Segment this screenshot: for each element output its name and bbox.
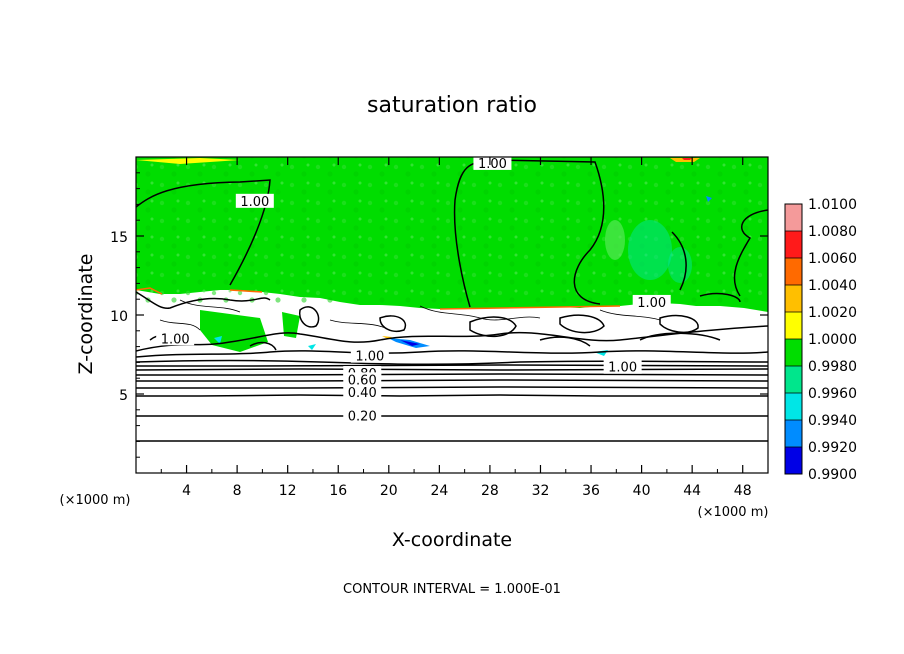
x-tick-label: 24 [430, 483, 448, 499]
colorbar-swatch [785, 366, 802, 393]
contour-interval-note: CONTOUR INTERVAL = 1.000E-01 [343, 582, 561, 597]
y-tick-label: 15 [110, 230, 128, 246]
x-tick-label: 32 [532, 483, 550, 499]
contour-label-background [473, 155, 512, 170]
contour-label: 1.00 [240, 195, 269, 210]
colorbar-swatch [785, 312, 802, 339]
y-axis-label: Z-coordinate [75, 254, 97, 375]
colorbar-swatch [785, 393, 802, 420]
contour-label-background [350, 348, 389, 363]
x-tick-label: 12 [279, 483, 297, 499]
x-tick-label: 4 [182, 483, 191, 499]
colorbar-level-label: 1.0060 [808, 251, 857, 267]
x-tick-label: 36 [582, 483, 600, 499]
contour-label: 1.00 [637, 296, 666, 311]
y-tick-label: 10 [110, 309, 128, 325]
x-tick-label: 16 [329, 483, 347, 499]
colorbar: 1.0100 1.0080 1.0060 1.0040 1.0020 1.0000 0.99… [784, 197, 857, 483]
y-axis: 5 10 15 [110, 172, 768, 458]
contour-label-background [632, 294, 671, 309]
colorbar-level-label: 1.0020 [808, 305, 857, 321]
contour-label-background [343, 372, 382, 387]
contour-label-background [156, 331, 195, 346]
x-unit-label-left: (×1000 m) [60, 493, 131, 508]
colorbar-level-label: 0.9920 [808, 440, 857, 456]
colorbar-swatch [785, 285, 802, 312]
contour-label: 1.00 [608, 361, 637, 376]
contour-lines [136, 159, 768, 442]
x-unit-label-right: (×1000 m) [698, 505, 769, 520]
colorbar-level-label: 0.9980 [808, 359, 857, 375]
contour-label-background [343, 408, 382, 423]
colorbar-swatch [785, 231, 802, 258]
colorbar-swatch [785, 447, 802, 474]
contour-label-background [343, 385, 382, 399]
colorbar-level-label: 0.9960 [808, 386, 857, 402]
colorbar-level-label: 0.9940 [808, 413, 857, 429]
colorbar-level-label: 1.0040 [808, 278, 857, 294]
colorbar-swatch [785, 420, 802, 447]
colorbar-swatch [785, 258, 802, 285]
contour-labels: 1.001.001.001.001.001.000.800.600.400.20 [156, 155, 671, 425]
contour-label: 0.60 [348, 373, 377, 388]
x-tick-label: 20 [380, 483, 398, 499]
colorbar-swatch [785, 339, 802, 366]
x-tick-label: 44 [683, 483, 701, 499]
colorbar-level-label: 1.0080 [808, 224, 857, 240]
contour-lines-fine [159, 299, 661, 331]
saturation-field [136, 157, 768, 473]
x-tick-label: 40 [633, 483, 651, 499]
contour-label: 0.40 [348, 386, 377, 401]
contour-label: 1.00 [478, 157, 507, 172]
contour-label-background [603, 359, 642, 374]
contour-label-background [235, 193, 274, 208]
x-axis-label: X-coordinate [392, 529, 512, 551]
colorbar-swatch [785, 204, 802, 231]
contour-label: 0.20 [348, 410, 377, 425]
chart-title: saturation ratio [367, 93, 537, 118]
contour-label: 1.00 [355, 350, 384, 365]
y-tick-label: 5 [119, 388, 128, 404]
x-tick-label: 8 [233, 483, 242, 499]
x-tick-label: 48 [734, 483, 752, 499]
colorbar-level-label: 1.0000 [808, 332, 857, 348]
colorbar-level-label: 1.0100 [808, 197, 857, 213]
colorbar-level-label: 0.9900 [808, 467, 857, 483]
x-axis: 4 8 12 16 20 24 28 32 36 40 44 48 [160, 157, 752, 499]
x-tick-label: 28 [481, 483, 499, 499]
contour-label: 1.00 [161, 332, 190, 347]
